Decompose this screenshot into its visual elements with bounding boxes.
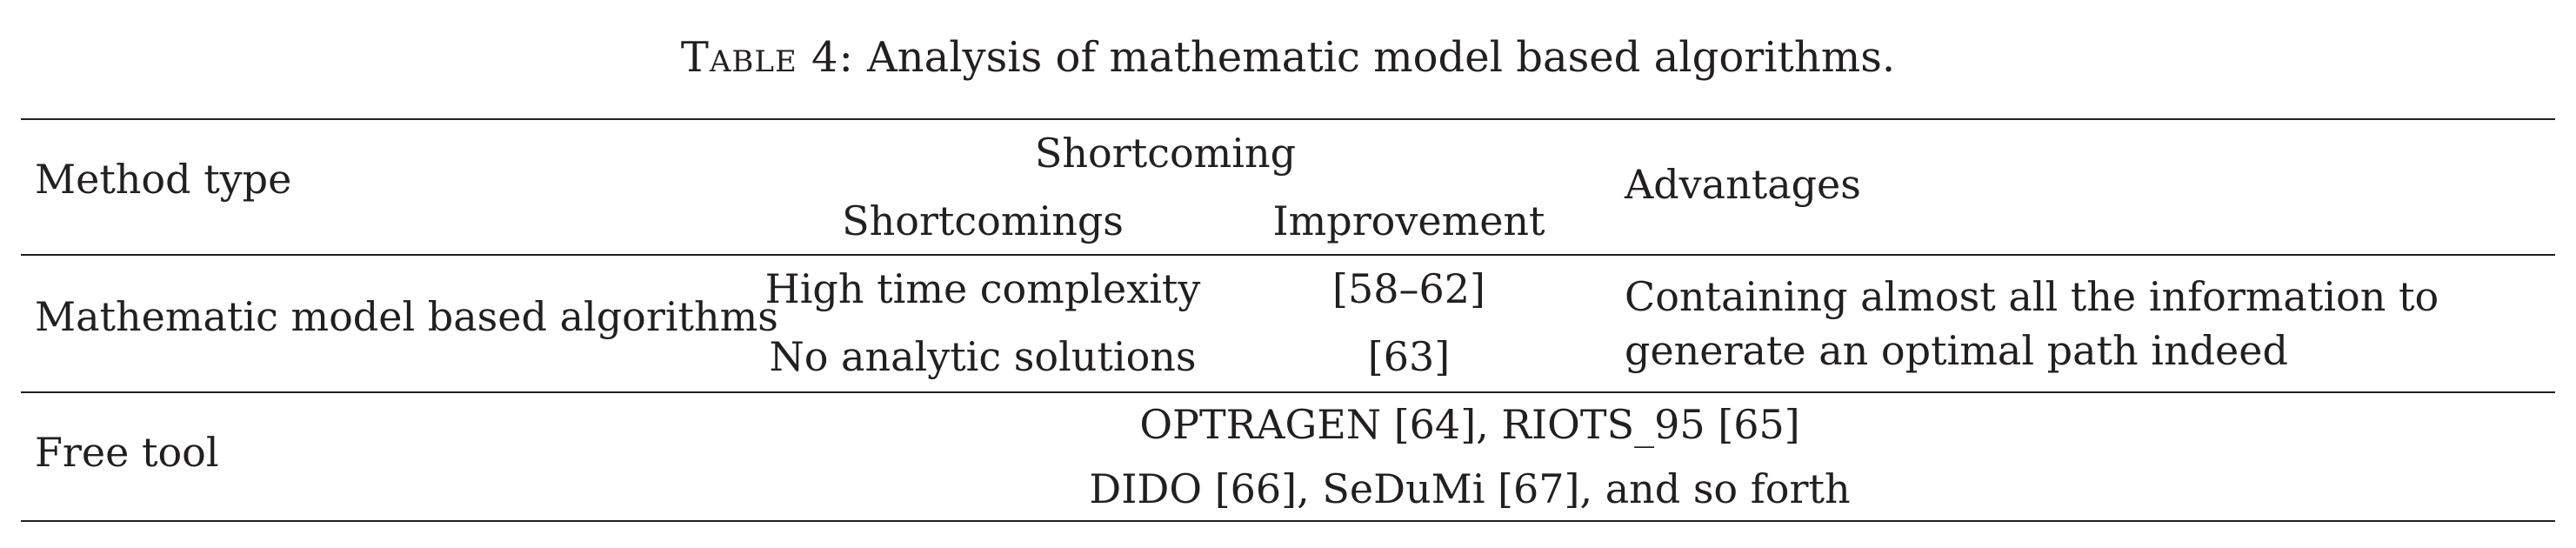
header-method-type: Method type [35,156,292,203]
row-shortcoming-1: High time complexity [764,265,1201,312]
row-improvement-2: [63] [1367,333,1451,380]
bottom-rule [21,520,2555,522]
row-free-tool: Free tool [35,429,219,476]
header-shortcomings: Shortcomings [842,197,1124,244]
header-shortcoming-group: Shortcoming [1034,130,1297,177]
header-improvement: Improvement [1272,197,1545,244]
row-advantages: Containing almost all the information to… [1625,273,2439,374]
table-label: Table 4: [680,33,854,82]
row-rule [21,391,2555,393]
top-rule [21,118,2555,120]
tool-line-1: OPTRAGEN [64], RIOTS_95 [65] [1139,401,1800,448]
row-improvement-1: [58–62] [1332,265,1485,312]
row-method-type: Mathematic model based algorithms [35,293,778,340]
row-shortcoming-2: No analytic solutions [769,333,1197,380]
tool-line-2: DIDO [66], SeDuMi [67], and so forth [1089,465,1851,512]
header-advantages: Advantages [1625,161,1861,208]
table-title: Analysis of mathematic model based algor… [853,33,1896,82]
table-caption: Table 4: Analysis of mathematic model ba… [0,31,2576,84]
header-rule [21,254,2555,256]
